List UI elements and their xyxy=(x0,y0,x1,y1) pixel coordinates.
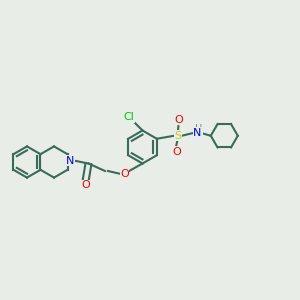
Text: S: S xyxy=(174,131,182,141)
Text: N: N xyxy=(193,128,202,138)
Text: O: O xyxy=(120,169,129,179)
Text: O: O xyxy=(172,147,181,157)
Text: N: N xyxy=(66,155,75,166)
Text: O: O xyxy=(174,115,183,124)
Text: O: O xyxy=(81,180,90,190)
Text: Cl: Cl xyxy=(124,112,134,122)
Text: H: H xyxy=(195,124,202,134)
